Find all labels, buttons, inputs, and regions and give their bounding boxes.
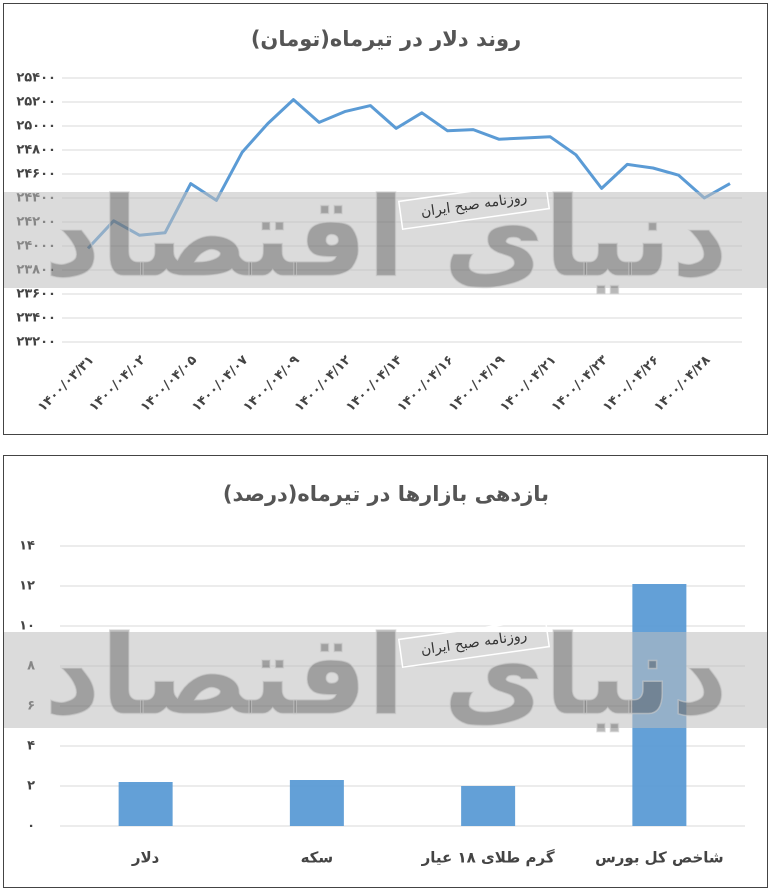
y-tick-label: ۰ bbox=[27, 819, 35, 834]
watermark-box bbox=[397, 617, 551, 669]
y-tick-label: ۲۵۴۰۰ bbox=[16, 71, 56, 86]
y-tick-label: ۱۴ bbox=[19, 539, 35, 554]
y-tick-label: ۱۰ bbox=[19, 619, 35, 634]
watermark-band bbox=[4, 632, 767, 728]
watermark-logo: دنیای اقتصاد bbox=[44, 173, 728, 301]
chart-title: بازدهی بازارها در تیرماه(درصد) bbox=[223, 482, 549, 506]
bar bbox=[118, 782, 173, 826]
panel-border bbox=[3, 455, 768, 888]
watermark-box bbox=[397, 179, 551, 231]
y-tick-label: ۲۳۲۰۰ bbox=[16, 335, 56, 350]
y-tick-label: ۲۵۰۰۰ bbox=[16, 119, 56, 134]
y-tick-label: ۲۴۸۰۰ bbox=[16, 143, 56, 158]
y-tick-label: ۲۵۲۰۰ bbox=[16, 95, 56, 110]
y-tick-label: ۲۳۶۰۰ bbox=[16, 287, 56, 302]
watermark-logo: دنیای اقتصاد bbox=[44, 611, 728, 739]
x-tick-label: سکه bbox=[301, 849, 334, 867]
panel-border bbox=[3, 3, 768, 435]
chart-title: روند دلار در تیرماه(تومان) bbox=[251, 27, 521, 51]
line bbox=[86, 98, 731, 250]
y-tick-label: ۲۳۴۰۰ bbox=[16, 311, 56, 326]
y-tick-label: ۴ bbox=[27, 739, 35, 754]
x-tick-label: دلار bbox=[131, 849, 160, 867]
y-tick-label: ۲ bbox=[27, 779, 35, 794]
watermark-band bbox=[4, 192, 767, 288]
y-tick-label: ۲۴۶۰۰ bbox=[16, 167, 56, 182]
bar bbox=[461, 786, 516, 826]
y-tick-label: ۱۲ bbox=[19, 579, 35, 594]
x-tick-label: شاخص کل بورس bbox=[595, 849, 724, 867]
bar bbox=[289, 780, 344, 826]
x-tick-label: گرم طلای ۱۸ عیار bbox=[421, 849, 555, 867]
